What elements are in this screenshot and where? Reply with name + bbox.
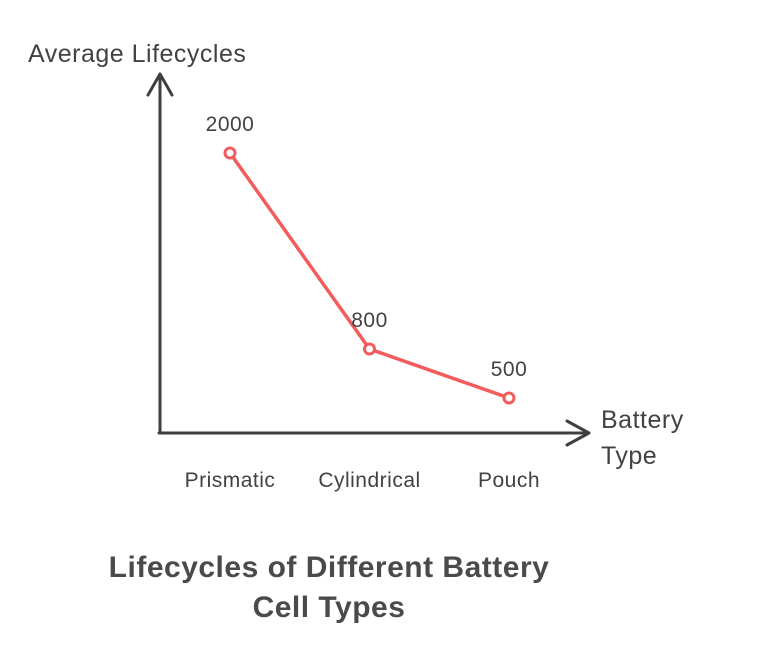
series-polyline (228, 151, 511, 400)
x-axis-title: Battery Type (601, 406, 684, 470)
y-axis-arrowhead-icon (146, 72, 174, 97)
value-label: 800 (351, 309, 388, 332)
chart-title: Lifecycles of Different Battery Cell Typ… (109, 551, 550, 624)
category-label: Prismatic (185, 469, 276, 492)
y-axis (146, 72, 174, 435)
x-axis-title-line-2: Type (601, 442, 657, 470)
chart-title-line-2: Cell Types (253, 591, 406, 624)
chart-title-line-1: Lifecycles of Different Battery (109, 551, 550, 584)
series: 2000 Prismatic 800 Cylindrical 500 Pouch (185, 113, 540, 492)
x-axis-arrowhead-icon (565, 419, 591, 447)
data-point-marker (363, 342, 376, 356)
category-label: Cylindrical (318, 469, 420, 492)
y-axis-title: Average Lifecycles (28, 40, 246, 68)
data-point-marker (223, 146, 237, 160)
data-point-marker (502, 391, 516, 405)
x-axis (157, 419, 591, 447)
category-label: Pouch (478, 469, 540, 492)
value-label: 2000 (206, 113, 255, 136)
value-label: 500 (491, 358, 528, 381)
x-axis-title-line-1: Battery (601, 406, 684, 434)
